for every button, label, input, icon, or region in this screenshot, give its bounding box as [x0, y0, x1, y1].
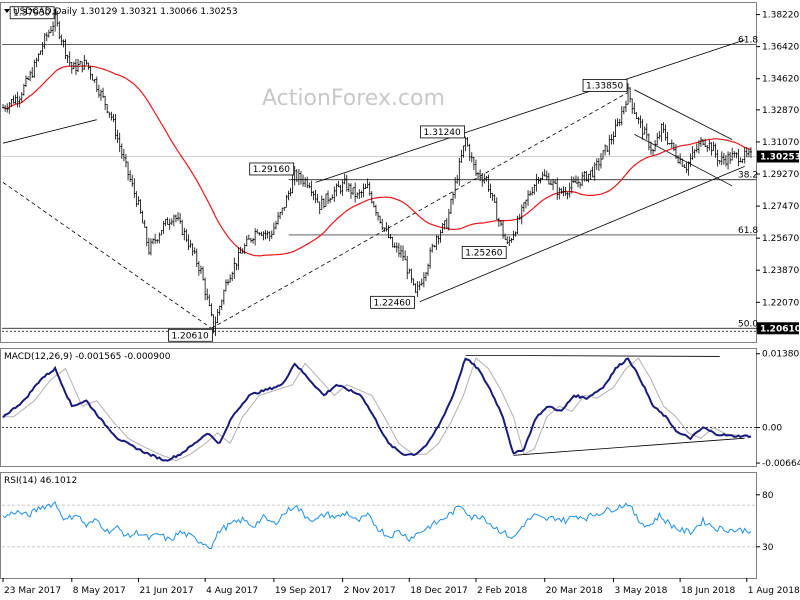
price-label-box: 1.31240 — [420, 125, 465, 139]
rsi-panel-frame — [0, 472, 757, 579]
low-price-tag: 1.20610 — [757, 322, 800, 335]
axes: 1.38220 1.36420 1.34620 1.32870 1.31070 1.292… — [2, 11, 800, 596]
x-tick-label: 18 Jun 2018 — [681, 586, 735, 596]
symbol-header: USDCAD,Daily 1.30129 1.30321 1.30066 1.3… — [13, 7, 238, 17]
x-tick-label: 2 Feb 2018 — [477, 586, 528, 596]
rsi-tick-label: 30 — [762, 543, 774, 553]
macd-tick-label: 0.013802 — [762, 350, 800, 360]
x-tick-label: 4 Aug 2017 — [206, 586, 258, 596]
price-label-text: 1.20610 — [171, 331, 208, 341]
rsi-panel: RSI(14) 46.1012 80 30 — [2, 476, 774, 553]
macd-tick-label: -0.006648 — [762, 459, 800, 469]
dashed-trend-up — [211, 92, 629, 329]
trendline-left — [2, 119, 97, 144]
macd-panel: MACD(12,26,9) -0.001565 -0.000900 0.01380… — [2, 350, 800, 469]
x-tick-label: 23 Mar 2017 — [4, 586, 61, 596]
price-tick-label: 1.29270 — [762, 170, 799, 180]
macd-tick-label: 0.00 — [762, 424, 782, 434]
channel-lower — [419, 165, 745, 303]
macd-resistance-line — [465, 354, 720, 357]
x-tick-label: 1 Aug 2018 — [748, 586, 800, 596]
trend-lines — [2, 39, 745, 329]
macd-line — [2, 357, 752, 462]
macd-panel-frame — [0, 348, 757, 467]
price-label-box: 1.22460 — [370, 295, 415, 309]
candles — [2, 8, 752, 337]
fib-label: 50.0 — [738, 319, 758, 329]
price-label-box: 1.20610 — [168, 328, 213, 342]
price-label-box: 1.29160 — [249, 162, 295, 176]
price-label-box: 1.25260 — [461, 246, 507, 259]
low-price-text: 1.20610 — [760, 324, 800, 334]
price-tick-label: 1.38220 — [762, 11, 799, 21]
price-tick-label: 1.34620 — [762, 75, 799, 85]
price-tick-label: 1.23870 — [762, 266, 799, 276]
price-tick-label: 1.27470 — [762, 202, 799, 212]
price-tick-label: 1.22070 — [762, 298, 799, 308]
macd-label: MACD(12,26,9) -0.001565 -0.000900 — [4, 352, 171, 362]
price-label-box: 1.37930 — [9, 6, 55, 20]
price-tick-label: 1.31070 — [762, 138, 799, 148]
channel-upper — [315, 39, 745, 183]
fib-label: 61.8 — [738, 226, 758, 236]
x-tick-label: 19 Sep 2017 — [275, 586, 332, 596]
watermark: ActionForex.com — [262, 86, 445, 111]
x-tick-label: 20 Mar 2018 — [546, 586, 603, 596]
price-label-text: 1.22460 — [374, 298, 411, 308]
moving-average-line — [2, 65, 752, 257]
x-tick-label: 3 May 2018 — [614, 586, 667, 596]
moving-average-path — [2, 65, 752, 257]
price-tick-label: 1.32870 — [762, 106, 799, 116]
dashed-trend-down — [2, 182, 212, 329]
price-label-text: 1.25260 — [465, 248, 502, 258]
x-tick-label: 21 Jun 2017 — [139, 586, 193, 596]
current-price-text: 1.30253 — [760, 153, 800, 163]
rsi-line — [2, 501, 752, 550]
price-panel-frame — [0, 2, 757, 343]
grid-lines: 61.8 38.2 61.8 50.0 — [2, 35, 758, 332]
macd-support-line — [513, 437, 745, 456]
macd-signal-line — [3, 357, 751, 462]
price-label-text: 1.37930 — [13, 9, 50, 19]
price-tick-label: 1.36420 — [762, 43, 799, 53]
fib-label: 61.8 — [738, 35, 758, 45]
price-label-text: 1.33850 — [586, 81, 623, 91]
current-price-tag: 1.30253 — [757, 150, 800, 163]
x-tick-label: 18 Dec 2017 — [410, 586, 468, 596]
price-tick-label: 1.25670 — [762, 234, 799, 244]
price-label-text: 1.29160 — [253, 165, 290, 175]
wedge-upper — [634, 89, 733, 140]
x-tick-label: 8 May 2017 — [73, 586, 126, 596]
fib-label: 38.2 — [738, 171, 758, 181]
price-labels: 1.37930 1.31240 1.29160 1.33850 1.25260 1.224… — [9, 6, 628, 342]
price-label-box: 1.33850 — [582, 79, 628, 92]
rsi-label: RSI(14) 46.1012 — [4, 476, 77, 486]
rsi-tick-label: 80 — [762, 491, 774, 501]
price-label-text: 1.31240 — [424, 128, 461, 138]
symbol-dropdown-icon[interactable] — [4, 9, 10, 13]
x-tick-label: 2 Nov 2017 — [344, 586, 396, 596]
